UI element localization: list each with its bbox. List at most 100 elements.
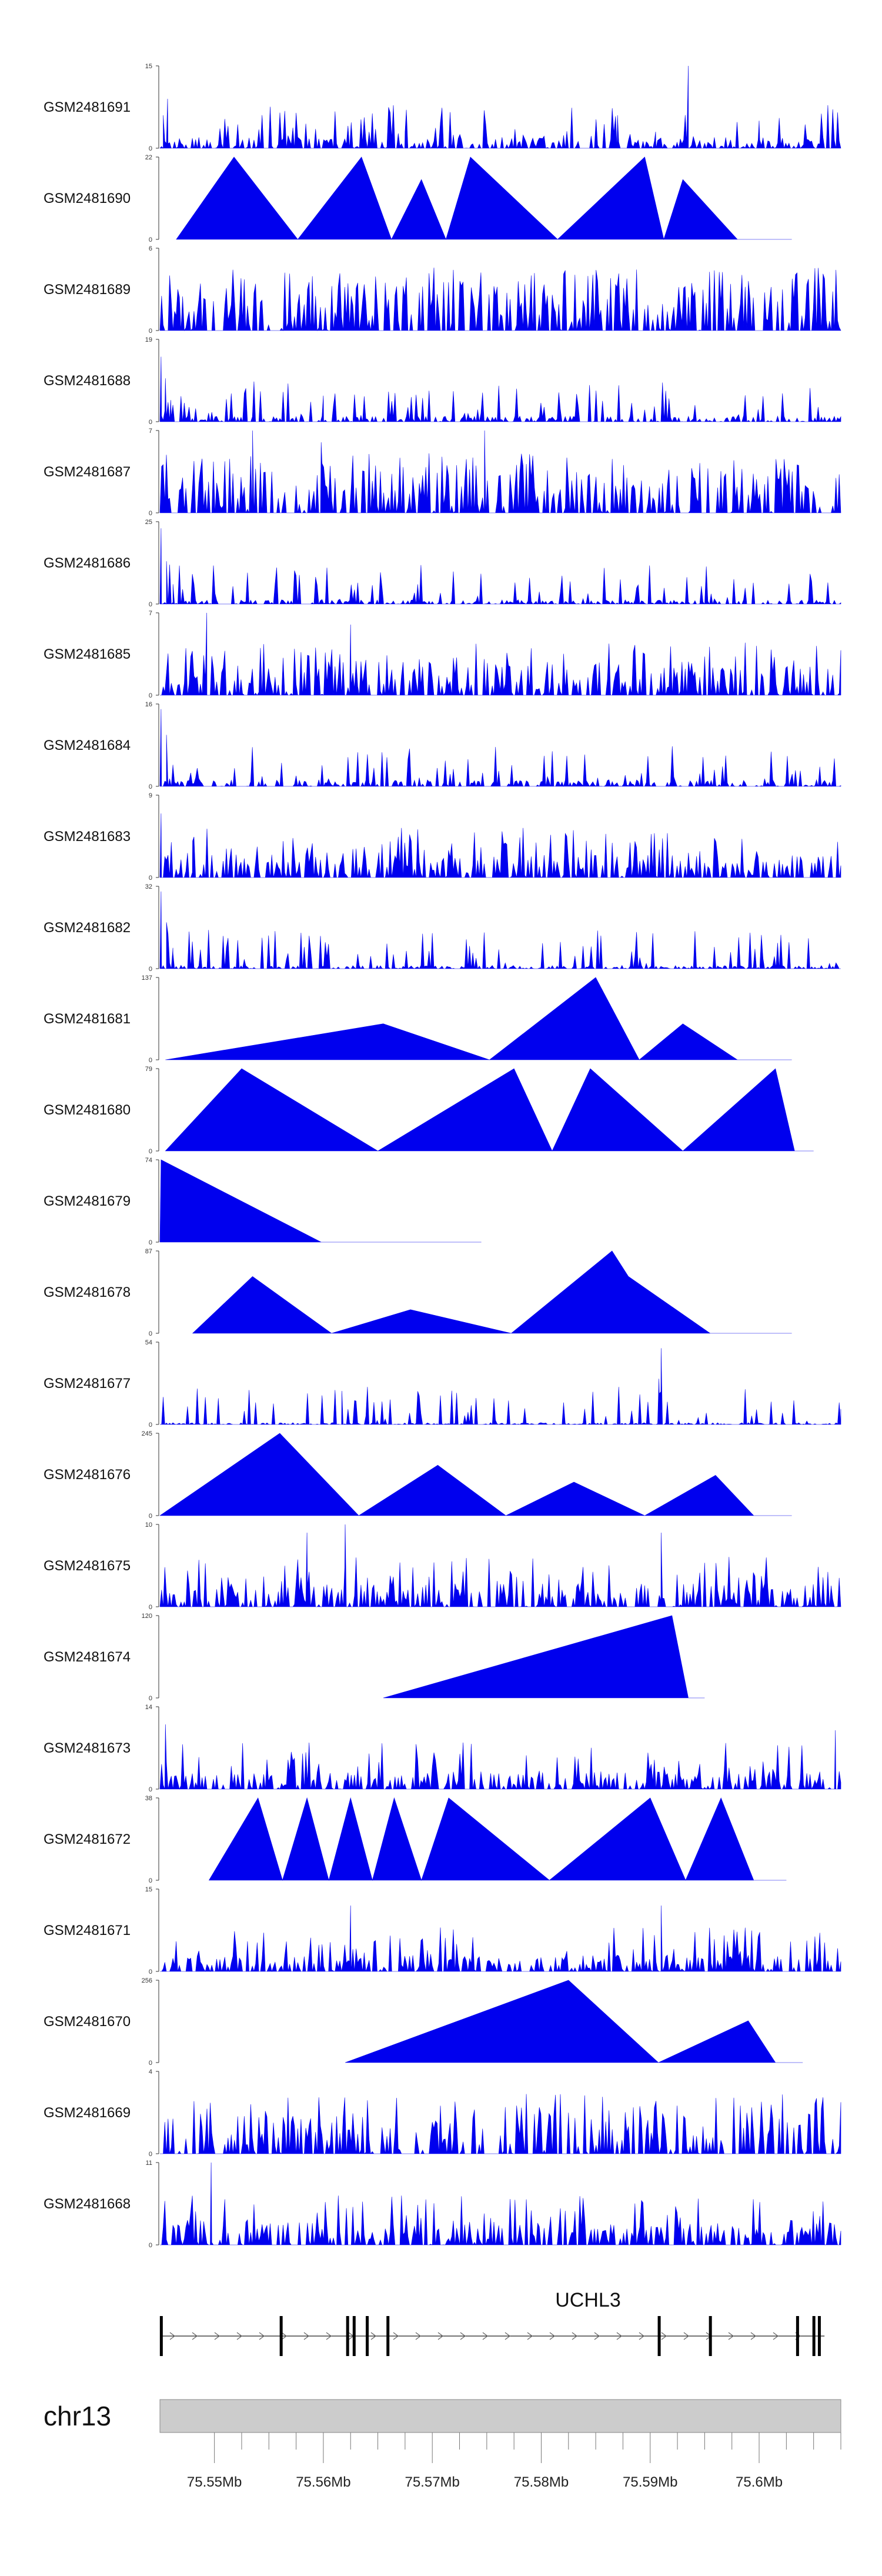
strand-arrow (415, 2332, 422, 2340)
coverage-area (345, 1980, 803, 2063)
track-label: GSM2481691 (44, 99, 131, 115)
coverage-area (159, 891, 841, 970)
y-tick-label-max: 15 (145, 63, 152, 70)
track-GSM2481688: GSM2481688 19 0 (44, 336, 841, 426)
coverage-area (159, 709, 841, 788)
track-label: GSM2481680 (44, 1102, 131, 1118)
y-tick-label-min: 0 (149, 145, 152, 152)
track-label: GSM2481678 (44, 1284, 131, 1300)
y-tick-label-min: 0 (149, 419, 152, 426)
coverage-area (159, 1159, 482, 1243)
track-label: GSM2481669 (44, 2105, 131, 2121)
coverage-area (165, 1068, 814, 1152)
track-GSM2481689: GSM2481689 6 0 (44, 245, 841, 335)
track-GSM2481691: GSM2481691 15 0 (44, 63, 841, 152)
coverage-area (192, 1250, 792, 1334)
track-GSM2481672: GSM2481672 38 0 (44, 1795, 787, 1884)
coverage-area (165, 977, 792, 1060)
track-GSM2481683: GSM2481683 9 0 (44, 792, 841, 882)
exon (812, 2316, 816, 2356)
strand-arrow (236, 2332, 243, 2340)
coverage-area (176, 156, 792, 241)
y-tick-label-max: 54 (145, 1339, 152, 1346)
strand-arrow (482, 2332, 489, 2340)
track-GSM2481685: GSM2481685 7 0 (44, 610, 841, 699)
y-tick-label-min: 0 (149, 783, 152, 790)
coverage-area (159, 356, 841, 423)
y-tick-label-min: 0 (149, 1148, 152, 1155)
chromosome-label: chr13 (44, 2401, 111, 2431)
exon (386, 2316, 390, 2356)
strand-arrow (549, 2332, 556, 2340)
track-label: GSM2481672 (44, 1831, 131, 1847)
track-label: GSM2481671 (44, 1923, 131, 1938)
strand-arrow (728, 2332, 734, 2340)
y-tick-label-max: 7 (149, 610, 152, 617)
y-tick-label-min: 0 (149, 875, 152, 882)
exon (346, 2316, 349, 2356)
strand-arrow (594, 2332, 600, 2340)
y-tick-label-max: 7 (149, 428, 152, 435)
track-label: GSM2481686 (44, 555, 131, 571)
track-GSM2481668: GSM2481668 11 0 (44, 2160, 841, 2249)
strand-arrow (169, 2332, 176, 2340)
y-tick-label-min: 0 (149, 328, 152, 335)
track-label: GSM2481681 (44, 1011, 131, 1027)
track-label: GSM2481682 (44, 920, 131, 936)
track-label: GSM2481675 (44, 1558, 131, 1574)
y-tick-label-max: 14 (145, 1704, 152, 1711)
track-GSM2481690: GSM2481690 22 0 (44, 154, 792, 243)
track-label: GSM2481687 (44, 464, 131, 480)
y-tick-label-min: 0 (149, 1695, 152, 1702)
y-tick-label-max: 87 (145, 1248, 152, 1255)
coverage-area (159, 1524, 841, 1608)
track-GSM2481671: GSM2481671 15 0 (44, 1886, 841, 1976)
x-tick-label: 75.55Mb (187, 2474, 242, 2490)
y-tick-label-max: 19 (145, 336, 152, 343)
track-label: GSM2481685 (44, 646, 131, 662)
exon (159, 2316, 163, 2356)
coverage-area (159, 528, 841, 605)
y-tick-label-max: 120 (142, 1613, 152, 1620)
coverage-area (159, 268, 841, 332)
track-label: GSM2481676 (44, 1467, 131, 1483)
y-tick-label-max: 256 (142, 1977, 152, 1984)
y-tick-label-max: 9 (149, 792, 152, 799)
coverage-area (159, 1724, 841, 1790)
track-GSM2481681: GSM2481681 137 0 (44, 975, 792, 1064)
strand-arrow (460, 2332, 466, 2340)
y-tick-label-min: 0 (149, 1422, 152, 1429)
y-tick-label-max: 25 (145, 519, 152, 526)
exon (817, 2316, 821, 2356)
track-label: GSM2481689 (44, 282, 131, 298)
y-tick-label-min: 0 (149, 1057, 152, 1064)
chromosome-ideogram (159, 2399, 841, 2433)
y-tick-label-max: 22 (145, 154, 152, 161)
strand-arrow (527, 2332, 533, 2340)
track-label: GSM2481688 (44, 373, 131, 389)
track-label: GSM2481674 (44, 1649, 131, 1665)
y-tick-label-min: 0 (149, 1786, 152, 1793)
strand-arrow (437, 2332, 444, 2340)
exon (657, 2316, 661, 2356)
track-GSM2481678: GSM2481678 87 0 (44, 1248, 792, 1337)
coverage-area (160, 612, 841, 696)
track-GSM2481676: GSM2481676 245 0 (44, 1430, 792, 1520)
y-tick-label-min: 0 (149, 601, 152, 608)
x-tick-label: 75.6Mb (736, 2474, 783, 2490)
y-tick-label-min: 0 (149, 966, 152, 973)
strand-arrow (773, 2332, 779, 2340)
track-label: GSM2481670 (44, 2014, 131, 2030)
x-tick-label: 75.58Mb (514, 2474, 569, 2490)
y-tick-label-min: 0 (149, 1513, 152, 1520)
strand-arrow (572, 2332, 578, 2340)
track-label: GSM2481673 (44, 1740, 131, 1756)
track-label: GSM2481690 (44, 191, 131, 206)
strand-arrow (259, 2332, 265, 2340)
strand-arrow (393, 2332, 399, 2340)
exon (279, 2316, 283, 2356)
x-tick-label: 75.57Mb (405, 2474, 459, 2490)
strand-arrow (281, 2332, 288, 2340)
track-GSM2481670: GSM2481670 256 0 (44, 1977, 803, 2067)
y-tick-label-min: 0 (149, 1968, 152, 1976)
